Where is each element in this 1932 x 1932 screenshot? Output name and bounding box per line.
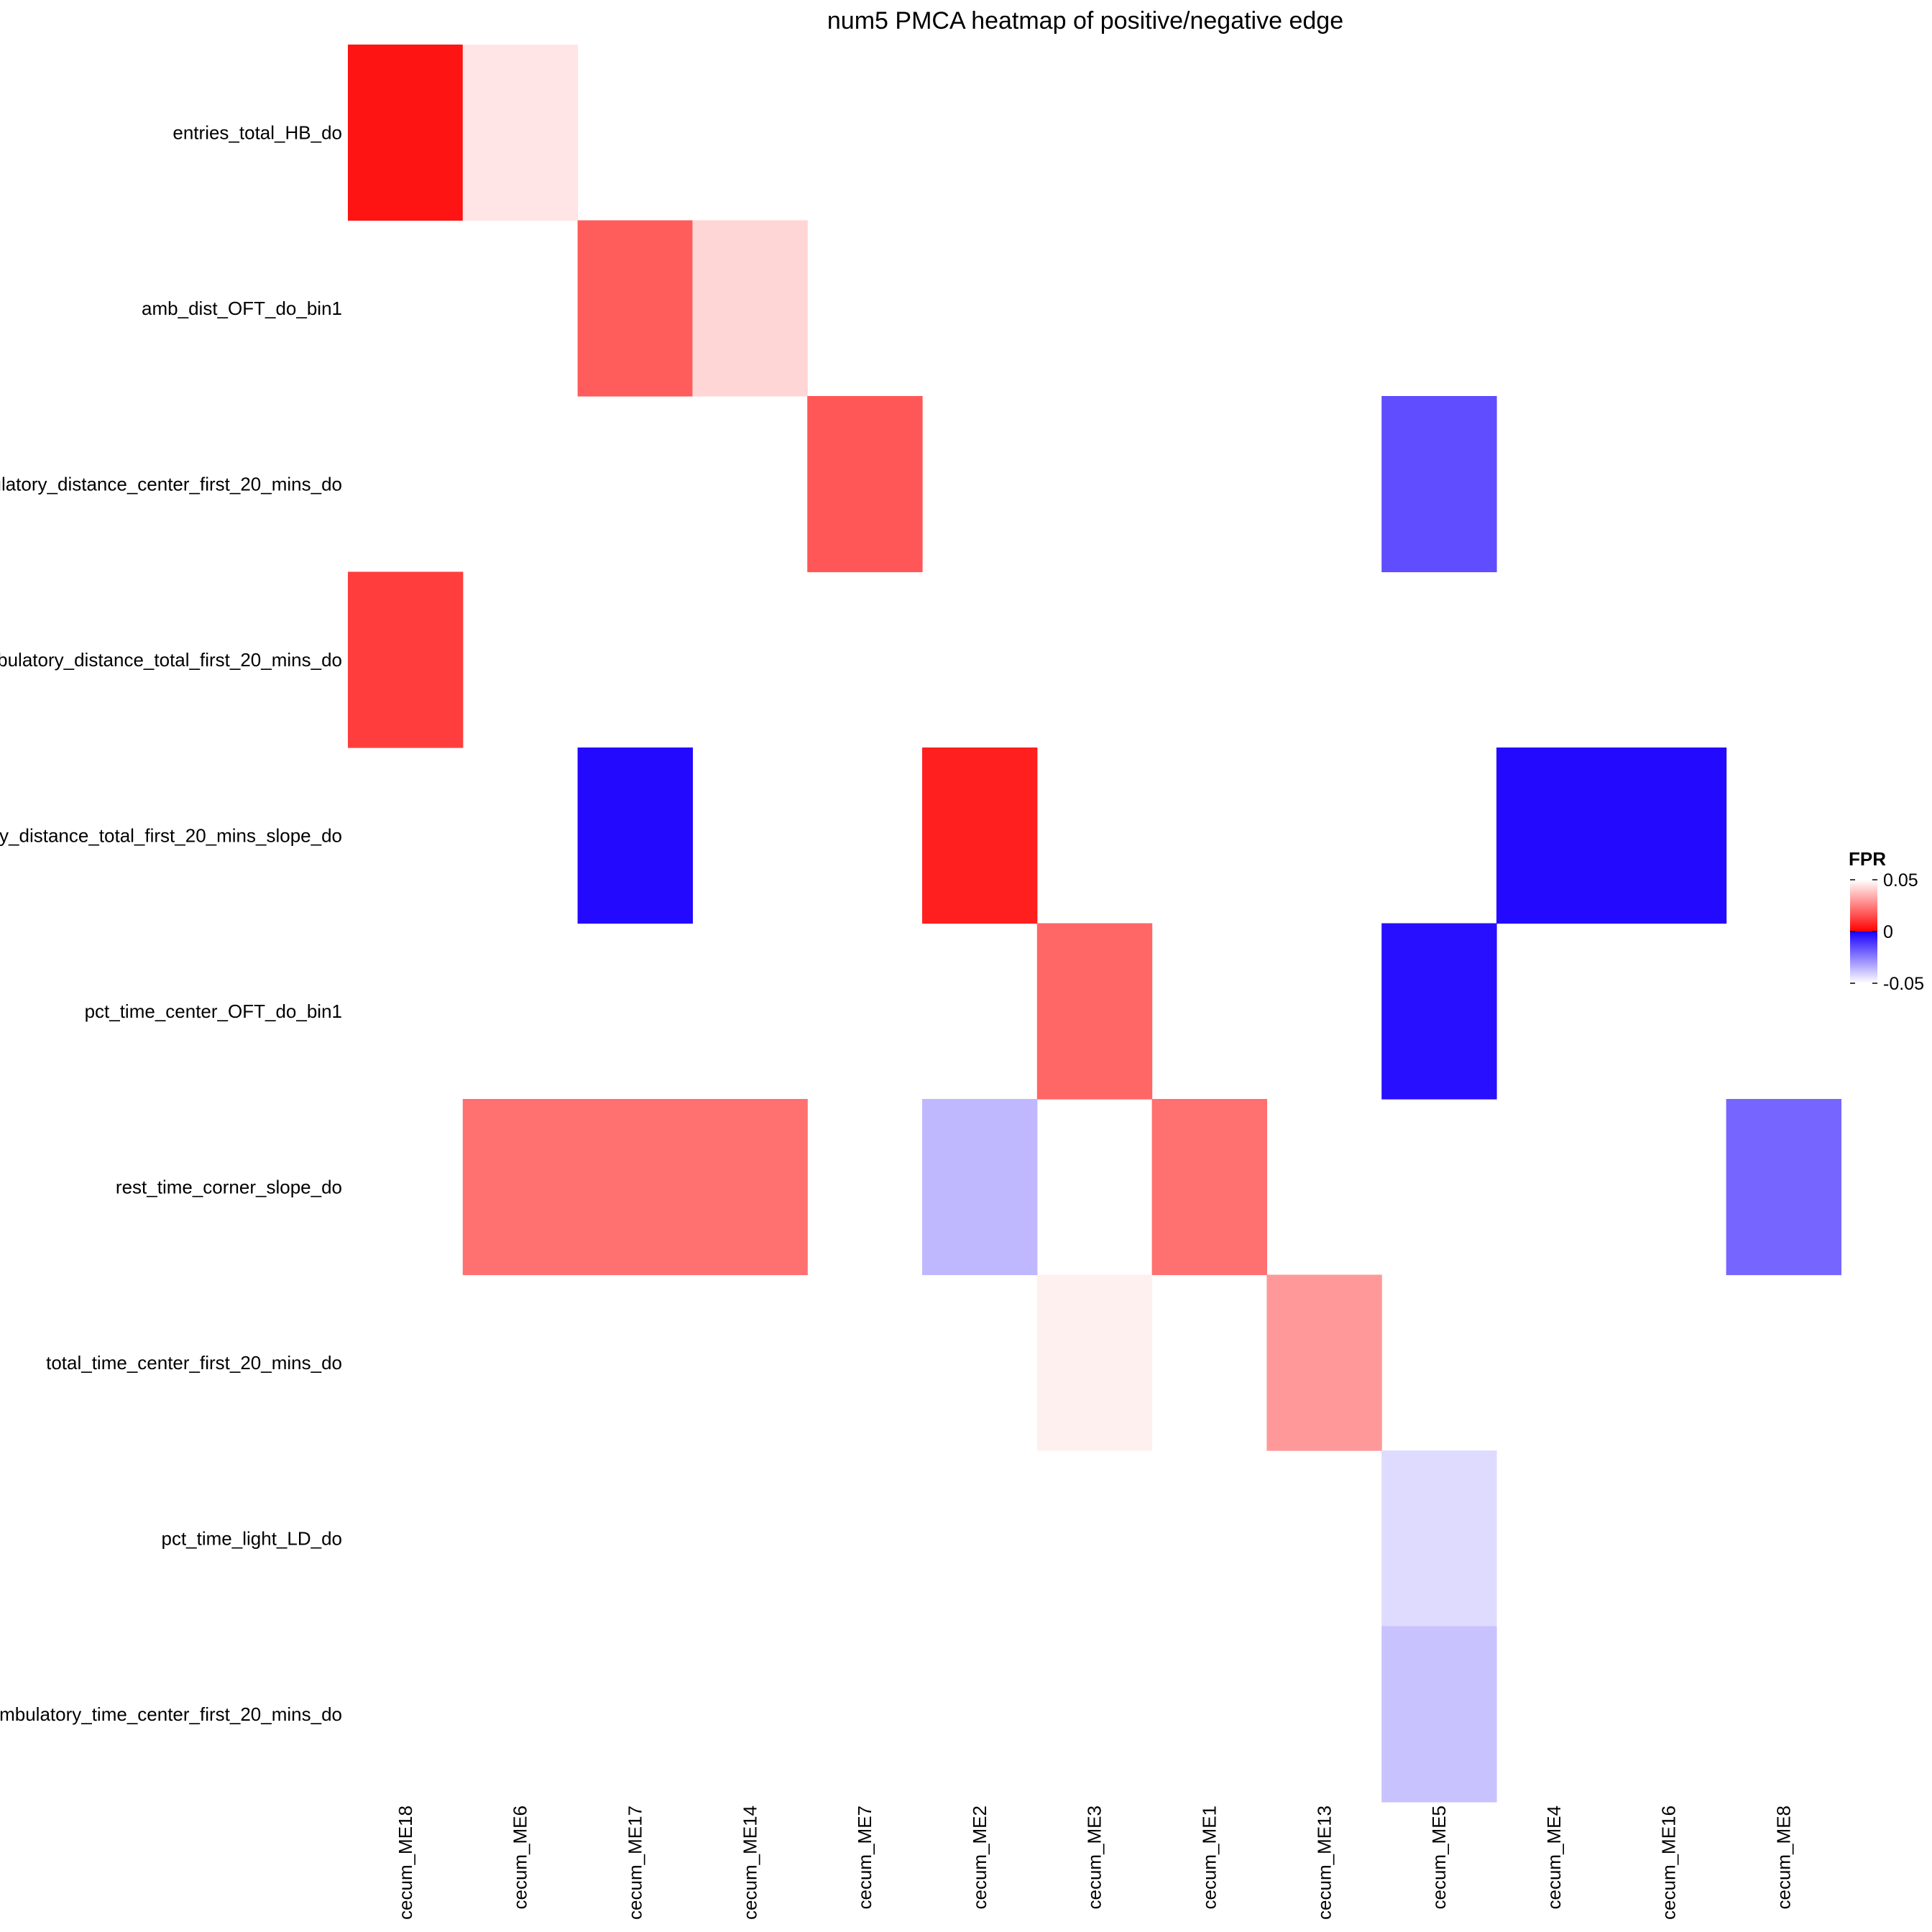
column-label: cecum_ME13 [1313, 1806, 1335, 1920]
heatmap-cell [1381, 396, 1497, 573]
heatmap-cell [1496, 748, 1612, 924]
column-label: cecum_ME3 [1084, 1806, 1105, 1910]
heatmap-cell [348, 45, 464, 221]
row-label: ambulatory_distance_total_first_20_mins_… [0, 649, 342, 671]
heatmap-cell [1611, 748, 1727, 924]
column-label: cecum_ME14 [739, 1806, 760, 1920]
legend-title: FPR [1849, 848, 1886, 870]
chart-title: num5 PMCA heatmap of positive/negative e… [827, 7, 1343, 34]
row-label: total_time_center_first_20_mins_do [46, 1352, 342, 1374]
legend-tick-label: 0.05 [1883, 870, 1918, 891]
heatmap-cell [807, 396, 923, 573]
row-label: ambulatory_time_center_first_20_mins_do [0, 1703, 342, 1725]
row-label: entries_total_HB_do [172, 121, 342, 143]
row-label: rest_time_corner_slope_do [116, 1176, 342, 1197]
legend-tick-label: -0.05 [1883, 974, 1924, 994]
column-label: cecum_ME18 [395, 1806, 416, 1920]
row-label: ambulatory_distance_total_first_20_mins_… [0, 824, 342, 846]
row-label: pct_time_center_OFT_do_bin1 [85, 1000, 342, 1022]
heatmap-cell [1151, 1099, 1267, 1276]
heatmap-cell [1381, 923, 1497, 1100]
column-label: cecum_ME8 [1773, 1806, 1795, 1910]
heatmap-cell [1036, 923, 1153, 1100]
heatmap-cell [1726, 1099, 1841, 1276]
row-label: ambulatory_distance_center_first_20_mins… [0, 473, 342, 494]
column-label: cecum_ME7 [854, 1806, 875, 1910]
row-label: pct_time_light_LD_do [162, 1527, 343, 1549]
legend-tick-label: 0 [1883, 922, 1893, 942]
column-label: cecum_ME2 [969, 1806, 990, 1910]
column-label: cecum_ME1 [1199, 1806, 1220, 1910]
heatmap-cell [1266, 1274, 1382, 1451]
heatmap-cell [692, 220, 808, 397]
heatmap-cells [348, 45, 1841, 1803]
heatmap-cell [1381, 1450, 1497, 1627]
column-label: cecum_ME4 [1543, 1806, 1565, 1910]
heatmap-cell [922, 748, 1038, 924]
heatmap-cell [577, 1099, 693, 1276]
legend-ticks: 0.05 0 -0.05 [1850, 870, 1924, 994]
row-label: amb_dist_OFT_do_bin1 [142, 298, 342, 319]
heatmap-cell [348, 571, 464, 748]
column-labels: cecum_ME18 cecum_ME6 cecum_ME17 cecum_ME14 c… [395, 1806, 1795, 1920]
heatmap-cell [577, 748, 693, 924]
column-label: cecum_ME6 [510, 1806, 531, 1910]
heatmap-cell [462, 45, 579, 221]
column-label: cecum_ME16 [1658, 1806, 1680, 1920]
heatmap-cell [1036, 1274, 1153, 1451]
row-labels: entries_total_HB_do amb_dist_OFT_do_bin1a… [0, 121, 342, 1725]
heatmap-cell [1381, 1626, 1497, 1803]
heatmap-cell [692, 1099, 808, 1276]
column-label: cecum_ME17 [625, 1806, 646, 1920]
heatmap-cell [462, 1099, 579, 1276]
legend: FPR 0.05 0 -0.05 [1849, 848, 1924, 994]
heatmap-cell [922, 1099, 1038, 1276]
heatmap-cell [577, 220, 693, 397]
column-label: cecum_ME5 [1428, 1806, 1450, 1910]
